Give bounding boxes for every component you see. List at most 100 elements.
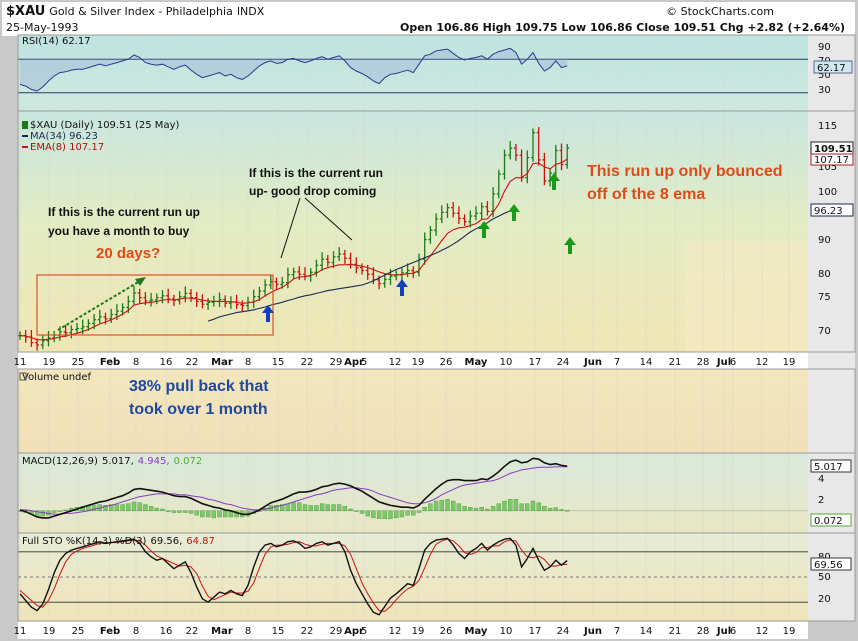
date-tick-label: 19 bbox=[412, 357, 425, 368]
macd-histogram-bar bbox=[285, 503, 291, 511]
price-panel-shade bbox=[685, 241, 808, 352]
date-tick-label: Feb bbox=[100, 357, 120, 368]
macd-histogram-bar bbox=[525, 503, 530, 511]
macd-axis: 4 2 bbox=[818, 474, 824, 506]
date-tick-label: 22 bbox=[301, 626, 314, 637]
macd-histogram-bar bbox=[314, 505, 319, 511]
macd-histogram-bar bbox=[302, 504, 308, 511]
macd-histogram-bar bbox=[342, 506, 348, 511]
date-tick-label: 17 bbox=[529, 357, 542, 368]
macd-histogram-bar bbox=[148, 506, 154, 511]
macd-histogram-bar bbox=[445, 499, 450, 511]
date-tick-label: Mar bbox=[211, 357, 233, 368]
macd-histogram-bar bbox=[485, 508, 490, 511]
date-tick-label: May bbox=[465, 626, 488, 637]
macd-histogram-bar bbox=[131, 501, 137, 511]
macd-histogram-bar bbox=[451, 500, 456, 511]
date-tick-label: 14 bbox=[640, 626, 653, 637]
date-tick-label: 8 bbox=[245, 357, 251, 368]
date-tick-label: 26 bbox=[440, 626, 453, 637]
macd-histogram-bar bbox=[502, 500, 507, 511]
price-lines bbox=[18, 127, 570, 351]
date-tick-label: 6 bbox=[730, 357, 736, 368]
svg-text:107.17: 107.17 bbox=[814, 155, 849, 166]
date-tick-label: 17 bbox=[529, 626, 542, 637]
volume-panel bbox=[18, 369, 808, 453]
svg-text:90: 90 bbox=[818, 235, 831, 246]
macd-histogram-bar bbox=[154, 507, 160, 511]
date-tick-label: Jun bbox=[583, 357, 602, 368]
date-tick-label: 5 bbox=[361, 626, 367, 637]
macd-histogram-bar bbox=[205, 510, 211, 518]
macd-histogram-bar bbox=[553, 507, 558, 511]
macd-histogram-bar bbox=[171, 510, 177, 513]
hist-value-box: 0.072 bbox=[810, 513, 852, 527]
date-tick-label: 8 bbox=[245, 626, 251, 637]
macd-histogram-bar bbox=[331, 504, 336, 511]
svg-text:69.56: 69.56 bbox=[814, 560, 843, 571]
svg-text:96.23: 96.23 bbox=[814, 206, 843, 217]
macd-histogram-bar bbox=[165, 510, 171, 512]
ema-legend: EMA(8) 107.17 bbox=[30, 142, 104, 153]
macd-histogram-bar bbox=[126, 503, 131, 511]
svg-text:20: 20 bbox=[818, 594, 831, 605]
macd-histogram-bar bbox=[547, 507, 553, 511]
green-arrow-up-icon bbox=[548, 173, 560, 190]
macd-histogram-bar bbox=[411, 510, 416, 516]
macd-histogram-bar bbox=[217, 510, 222, 518]
date-tick-label: 29 bbox=[330, 357, 343, 368]
svg-text:100: 100 bbox=[818, 187, 837, 198]
date-tick-label: Apr bbox=[344, 357, 364, 368]
macd-histogram-bar bbox=[52, 510, 57, 513]
first-run-text-2: you have a month to buy bbox=[48, 224, 190, 238]
macd-histogram-bar bbox=[280, 504, 285, 511]
sto-panel bbox=[18, 533, 808, 621]
macd-histogram-bar bbox=[188, 510, 194, 514]
date-tick-label: 8 bbox=[133, 626, 139, 637]
date-tick-label: 19 bbox=[783, 626, 796, 637]
rsi-overbought-fill bbox=[20, 48, 568, 92]
date-tick-label: 28 bbox=[697, 357, 710, 368]
macd-histogram-bar bbox=[137, 502, 142, 511]
macd-histogram-bar bbox=[325, 504, 330, 511]
date-tick-label: 22 bbox=[186, 626, 199, 637]
date-tick-label: 15 bbox=[272, 626, 285, 637]
macd-histogram-bar bbox=[456, 503, 462, 511]
ma-legend: MA(34) 96.23 bbox=[30, 131, 98, 142]
macd-histogram-bar bbox=[519, 503, 524, 511]
macd-histogram-bar bbox=[291, 502, 296, 511]
date-tick-label: Jun bbox=[583, 626, 602, 637]
macd-histogram-bar bbox=[194, 510, 199, 516]
ema-value-box: 107.17 bbox=[810, 153, 854, 166]
macd-histogram-bar bbox=[439, 499, 444, 511]
svg-text:105: 105 bbox=[818, 162, 837, 173]
svg-text:109.51: 109.51 bbox=[814, 144, 853, 155]
macd-histogram-bar bbox=[513, 499, 519, 511]
svg-text:62.17: 62.17 bbox=[817, 63, 846, 74]
date-tick-label: 16 bbox=[160, 626, 173, 637]
svg-text:30: 30 bbox=[818, 85, 831, 96]
date-tick-label: 10 bbox=[500, 357, 513, 368]
macd-histogram-bar bbox=[399, 510, 405, 518]
macd-signal-line bbox=[20, 466, 568, 515]
svg-text:50: 50 bbox=[818, 572, 831, 583]
date-tick-label: 22 bbox=[186, 357, 199, 368]
rsi-value-box: 62.17 bbox=[813, 60, 853, 74]
date-tick-label: 19 bbox=[43, 357, 56, 368]
date-tick-label: Jul bbox=[716, 357, 731, 368]
macd-histogram-bar bbox=[490, 506, 496, 511]
svg-text:5.017: 5.017 bbox=[814, 462, 843, 473]
sto-title: Full STO %K(14,3) %D(3) 69.56, 64.87 bbox=[22, 536, 215, 547]
green-arrow-up-icon bbox=[564, 237, 576, 254]
macd-histogram-bar bbox=[422, 507, 427, 511]
date-tick-label: 24 bbox=[557, 357, 570, 368]
green-arrow-up-icon bbox=[478, 221, 490, 238]
date-tick-label: 16 bbox=[160, 357, 173, 368]
ma34-line bbox=[207, 209, 516, 322]
bounce-text-1: This run up only bounced bbox=[587, 163, 783, 180]
header-bar bbox=[2, 2, 855, 36]
quote-line: Open 106.86 High 109.75 Low 106.86 Close… bbox=[400, 21, 845, 34]
